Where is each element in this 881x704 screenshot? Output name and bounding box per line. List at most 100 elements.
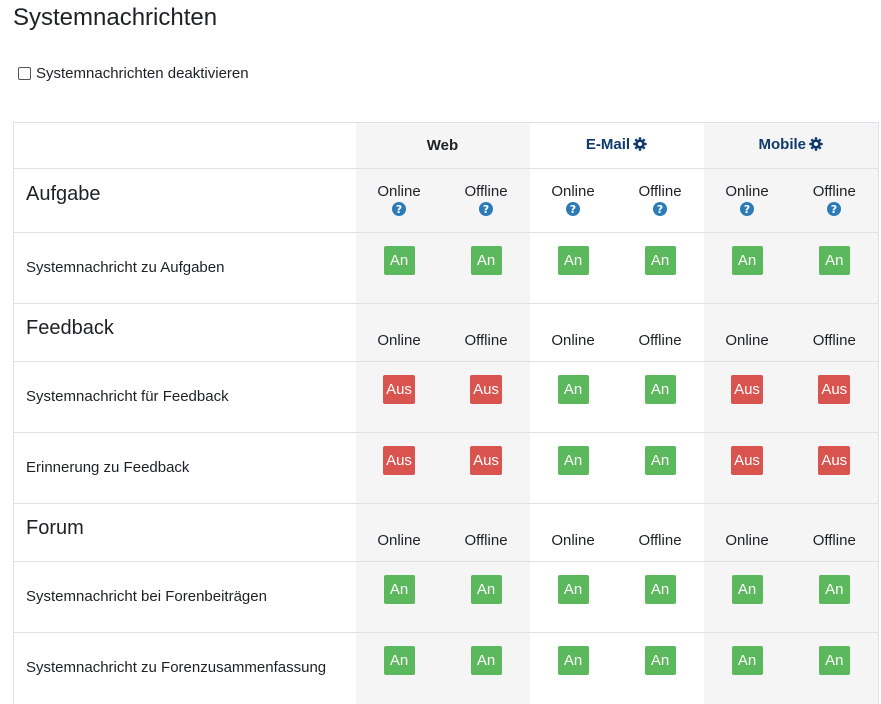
toggle-cell: Aus [703, 432, 791, 504]
preference-label: Systemnachricht zu Aufgaben [26, 259, 225, 276]
toggle-off-button[interactable]: Aus [731, 446, 763, 475]
toggle-on-button[interactable]: An [644, 246, 676, 275]
state-label: Offline [464, 183, 508, 200]
section-row: Aufgabe Online? Offline? Online? Offline? Onl… [13, 168, 879, 233]
toggle-cell: Aus [442, 361, 530, 433]
toggle-on-button[interactable]: An [470, 646, 502, 675]
toggle-on-button[interactable]: An [383, 246, 415, 275]
state-label: Offline [638, 332, 682, 349]
preference-row: Systemnachricht für Feedback Aus Aus An An Au… [13, 361, 879, 433]
toggle-cell: An [617, 362, 704, 433]
toggle-on-button[interactable]: An [731, 646, 763, 675]
toggle-off-button[interactable]: Aus [383, 446, 415, 475]
toggle-on-button[interactable]: An [557, 646, 589, 675]
state-label: Online [551, 532, 595, 549]
toggle-cell: An [703, 232, 791, 304]
toggle-on-button[interactable]: An [644, 575, 676, 604]
help-icon[interactable]: ? [740, 202, 754, 220]
toggle-cell: Aus [355, 361, 443, 433]
toggle-cell: Aus [790, 432, 879, 504]
toggle-on-button[interactable]: An [557, 375, 589, 404]
toggle-on-button[interactable]: An [644, 446, 676, 475]
toggle-cell: An [355, 561, 443, 633]
toggle-on-button[interactable]: An [644, 375, 676, 404]
help-icon[interactable]: ? [392, 202, 406, 220]
notification-preferences-table: Web E-Mail Mobile Aufgabe Online? Offline? On… [13, 122, 879, 704]
toggle-on-button[interactable]: An [557, 575, 589, 604]
help-icon[interactable]: ? [827, 202, 842, 220]
preference-label: Systemnachricht bei Forenbeiträgen [26, 588, 267, 605]
preference-row: Systemnachricht bei Forenbeiträgen An An An… [13, 561, 879, 633]
section-row: Forum Online Offline Online Offline Online Off… [13, 503, 879, 562]
toggle-cell: An [703, 632, 791, 704]
online-header: Online [355, 503, 443, 562]
processor-name: Web [426, 137, 459, 154]
toggle-off-button[interactable]: Aus [470, 375, 502, 404]
toggle-cell: Aus [355, 432, 443, 504]
state-label: Offline [638, 183, 682, 200]
header-blank [13, 122, 356, 169]
offline-header: Offline [617, 304, 704, 362]
toggle-off-button[interactable]: Aus [818, 446, 851, 475]
toggle-off-button[interactable]: Aus [470, 446, 502, 475]
toggle-cell: Aus [703, 361, 791, 433]
disable-notifications-row[interactable]: Systemnachrichten deaktivieren [18, 65, 249, 82]
toggle-cell: Aus [442, 432, 530, 504]
state-label: Online [377, 183, 421, 200]
state-label: Online [725, 183, 769, 200]
processor-header-mobile[interactable]: Mobile [703, 122, 879, 169]
preference-label: Systemnachricht für Feedback [26, 388, 229, 405]
toggle-on-button[interactable]: An [731, 575, 763, 604]
state-label: Online [725, 532, 769, 549]
offline-header: Offline [790, 303, 879, 362]
state-label: Offline [464, 332, 508, 349]
toggle-on-button[interactable]: An [383, 575, 415, 604]
disable-notifications-checkbox[interactable] [18, 67, 31, 80]
settings-gear-icon[interactable] [809, 137, 823, 155]
toggle-on-button[interactable]: An [818, 575, 850, 604]
toggle-cell: An [530, 562, 617, 633]
online-header: Online [530, 504, 617, 562]
toggle-on-button[interactable]: An [470, 246, 502, 275]
toggle-cell: An [617, 233, 704, 304]
help-icon[interactable]: ? [566, 202, 580, 220]
toggle-off-button[interactable]: Aus [818, 375, 851, 404]
toggle-cell: An [530, 633, 617, 704]
toggle-on-button[interactable]: An [644, 646, 676, 675]
toggle-off-button[interactable]: Aus [731, 375, 763, 404]
toggle-cell: An [530, 362, 617, 433]
component-name: Feedback [26, 317, 114, 339]
state-label: Online [551, 332, 595, 349]
preference-label: Systemnachricht zu Forenzusammenfassung [26, 659, 327, 676]
toggle-on-button[interactable]: An [557, 246, 589, 275]
svg-text:?: ? [570, 203, 576, 216]
svg-text:?: ? [396, 203, 402, 216]
offline-header: Offline? [442, 168, 530, 233]
state-label: Offline [812, 532, 856, 549]
section-row: Feedback Online Offline Online Offline Online… [13, 303, 879, 362]
help-icon[interactable]: ? [653, 202, 667, 220]
toggle-off-button[interactable]: Aus [383, 375, 415, 404]
toggle-cell: An [355, 632, 443, 704]
toggle-on-button[interactable]: An [470, 575, 502, 604]
offline-header: Offline? [617, 169, 704, 233]
toggle-cell: An [790, 561, 879, 633]
processor-name[interactable]: Mobile [758, 136, 807, 153]
processor-name[interactable]: E-Mail [585, 136, 631, 153]
toggle-on-button[interactable]: An [731, 246, 763, 275]
component-name: Aufgabe [26, 183, 101, 205]
component-name: Forum [26, 517, 84, 539]
toggle-on-button[interactable]: An [557, 446, 589, 475]
preference-label: Erinnerung zu Feedback [26, 459, 190, 476]
toggle-cell: Aus [790, 361, 879, 433]
toggle-on-button[interactable]: An [818, 246, 850, 275]
state-label: Offline [464, 532, 508, 549]
preference-row: Systemnachricht zu Aufgaben An An An An An An [13, 232, 879, 304]
toggle-cell: An [617, 433, 704, 504]
toggle-on-button[interactable]: An [818, 646, 850, 675]
processor-header-e-mail[interactable]: E-Mail [529, 122, 704, 169]
settings-gear-icon[interactable] [633, 137, 647, 155]
help-icon[interactable]: ? [479, 202, 493, 220]
toggle-on-button[interactable]: An [383, 646, 415, 675]
offline-header: Offline [790, 503, 879, 562]
